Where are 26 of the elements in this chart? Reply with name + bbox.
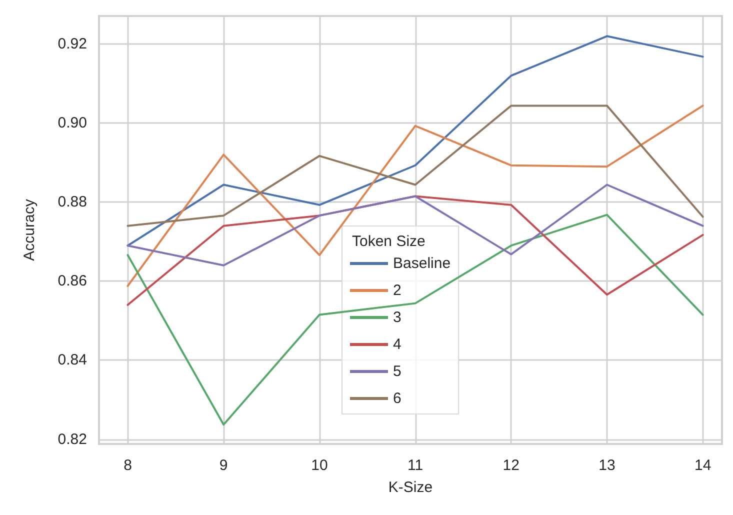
x-tick-label: 14 bbox=[694, 457, 712, 474]
line-series bbox=[126, 184, 704, 266]
x-tick-label: 11 bbox=[408, 457, 424, 474]
legend-title: Token Size bbox=[352, 233, 426, 250]
x-axis-title: K-Size bbox=[388, 479, 433, 496]
legend-label: Baseline bbox=[393, 255, 451, 272]
line-series bbox=[126, 35, 704, 247]
legend-label: 2 bbox=[393, 282, 402, 299]
x-tick-label: 12 bbox=[502, 457, 520, 474]
y-tick-label: 0.84 bbox=[58, 352, 87, 369]
legend-label: 5 bbox=[393, 363, 402, 380]
y-tick-label: 0.88 bbox=[58, 194, 87, 211]
y-tick-label: 0.86 bbox=[58, 272, 87, 290]
y-tick-label: 0.90 bbox=[58, 114, 87, 132]
legend-label: 3 bbox=[393, 309, 402, 326]
y-tick-label: 0.82 bbox=[58, 430, 87, 448]
legend-label: 4 bbox=[393, 336, 402, 353]
x-tick-label: 13 bbox=[598, 457, 616, 474]
x-tick-label: 8 bbox=[124, 457, 132, 474]
line-series bbox=[126, 214, 704, 426]
y-axis-title: Accuracy bbox=[21, 198, 38, 261]
x-tick-label: 9 bbox=[219, 457, 228, 474]
y-tick-label: 0.92 bbox=[58, 36, 87, 53]
x-tick-label: 10 bbox=[311, 457, 328, 474]
legend-label: 6 bbox=[393, 390, 402, 407]
line-series bbox=[126, 104, 704, 227]
